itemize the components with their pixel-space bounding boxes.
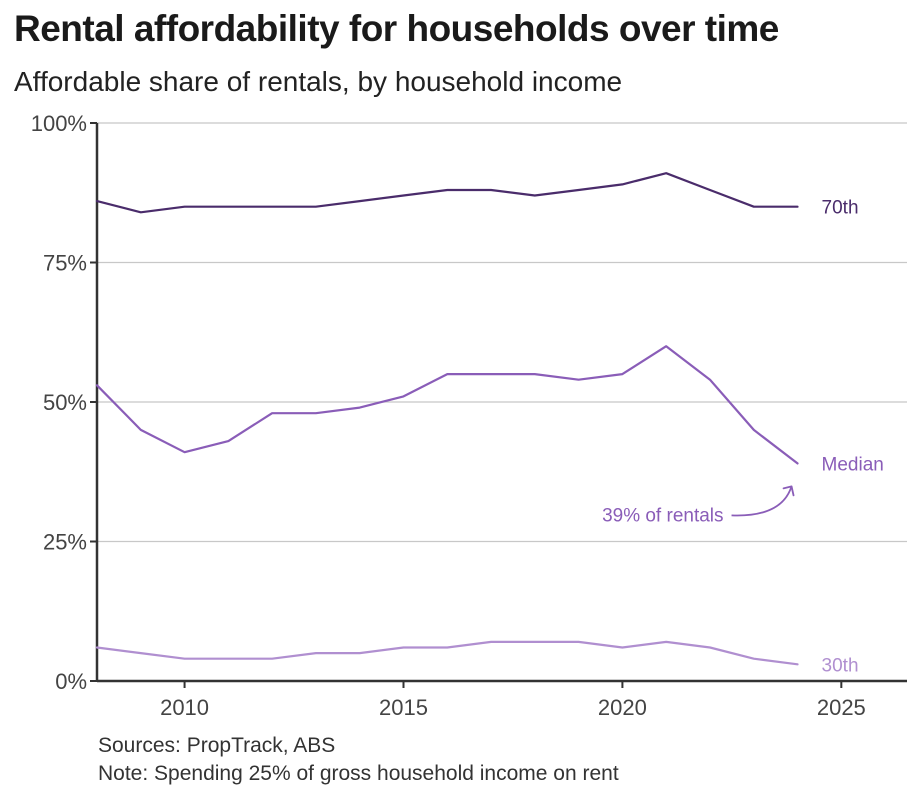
chart-title: Rental affordability for households over… (14, 8, 779, 49)
x-tick-label: 2010 (160, 695, 209, 720)
x-tick-label: 2025 (817, 695, 866, 720)
series-label-30th: 30th (822, 655, 859, 676)
x-tick-label: 2020 (598, 695, 647, 720)
y-tick-label: 100% (31, 111, 87, 136)
y-tick-label: 25% (43, 530, 87, 555)
axis-layer: 0% 25% 50% 75% 100% 2010 2015 2020 2025 (31, 111, 907, 720)
series-line-30th (95, 640, 799, 666)
footnote: Note: Spending 25% of gross household in… (98, 762, 619, 785)
series-layer (95, 172, 799, 666)
x-tick-label: 2015 (379, 695, 428, 720)
line-chart: 0% 25% 50% 75% 100% 2010 2015 2020 2025 70th Medi… (31, 111, 907, 720)
series-line-70th (95, 172, 799, 214)
annotation-arrowhead (782, 485, 795, 497)
label-layer: 70th Median 30th 39% of rentals (602, 198, 884, 677)
y-tick-label: 0% (55, 669, 87, 694)
annotation-arrow (731, 486, 793, 517)
series-label-70th: 70th (822, 198, 859, 219)
grid-layer (97, 122, 907, 543)
series-label-median: Median (822, 454, 884, 475)
series-line-median (95, 345, 799, 465)
y-tick-label: 75% (43, 251, 87, 276)
y-tick-label: 50% (43, 390, 87, 415)
chart-subtitle: Affordable share of rentals, by househol… (14, 66, 623, 97)
sources-note: Sources: PropTrack, ABS (98, 734, 336, 757)
annotation-label: 39% of rentals (602, 505, 723, 526)
